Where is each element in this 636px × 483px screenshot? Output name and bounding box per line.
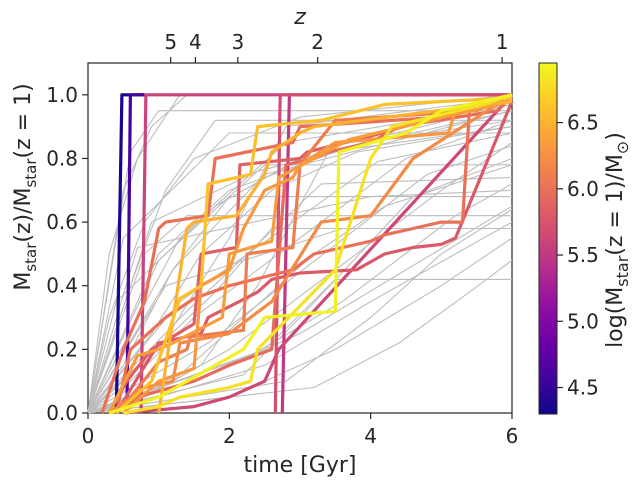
colorbar-label: log(Mstar(z = 1)/M⊙) xyxy=(603,132,632,348)
y-tick-label: 0.0 xyxy=(46,401,78,425)
y-tick-label: 0.6 xyxy=(46,210,78,234)
y-tick-label: 1.0 xyxy=(46,83,78,107)
colored-series-group xyxy=(100,93,514,415)
colored-series-line xyxy=(122,93,513,415)
y-axis-label: Mstar(z)/Mstar(z = 1) xyxy=(11,83,40,290)
colorbar-tick-label: 5.5 xyxy=(567,243,599,267)
y-axis-ticks: 0.0 0.2 0.4 0.6 0.8 1.0 xyxy=(46,83,88,425)
background-series-line xyxy=(87,189,513,414)
colored-series-line xyxy=(157,99,513,414)
colored-series-line xyxy=(115,96,513,415)
colorbar-tick-label: 6.0 xyxy=(567,177,599,201)
background-series-line xyxy=(87,259,513,414)
colored-series-line xyxy=(108,93,513,415)
background-series-line xyxy=(87,145,513,414)
colored-series-line xyxy=(273,93,512,414)
colored-series-line xyxy=(111,93,513,415)
x-axis-label: time [Gyr] xyxy=(244,453,357,478)
top-tick-label: 2 xyxy=(311,30,324,54)
colored-series-line xyxy=(114,100,514,414)
x-tick-label: 4 xyxy=(364,424,377,448)
y-tick-label: 0.4 xyxy=(46,274,78,298)
colored-series-line xyxy=(107,99,513,414)
y-tick-label: 0.2 xyxy=(46,337,78,361)
colored-series-line xyxy=(108,93,513,415)
colorbar-tick-label: 4.5 xyxy=(567,376,599,400)
colored-series-line xyxy=(125,93,145,414)
x-tick-label: 2 xyxy=(223,424,236,448)
top-tick-label: 4 xyxy=(189,30,202,54)
top-tick-label: 5 xyxy=(164,30,177,54)
top-tick-label: 1 xyxy=(496,30,509,54)
colorbar: 4.5 5.0 5.5 6.0 6.5 xyxy=(538,62,599,415)
x-tick-label: 6 xyxy=(506,424,519,448)
background-series-line xyxy=(87,164,512,414)
colorbar-tick-label: 5.0 xyxy=(567,309,599,333)
x-axis-ticks: 0 2 4 6 xyxy=(82,413,519,448)
colorbar-tick-label: 6.5 xyxy=(567,111,599,135)
background-series-line xyxy=(87,157,513,414)
top-tick-label: 3 xyxy=(231,30,244,54)
y-tick-label: 0.8 xyxy=(46,146,78,170)
background-series-line xyxy=(87,119,513,414)
top-axis-label: z xyxy=(293,5,306,30)
colored-series-line xyxy=(123,93,513,415)
x-tick-label: 0 xyxy=(82,424,95,448)
background-series-line xyxy=(87,208,513,414)
background-series-line xyxy=(87,94,513,414)
